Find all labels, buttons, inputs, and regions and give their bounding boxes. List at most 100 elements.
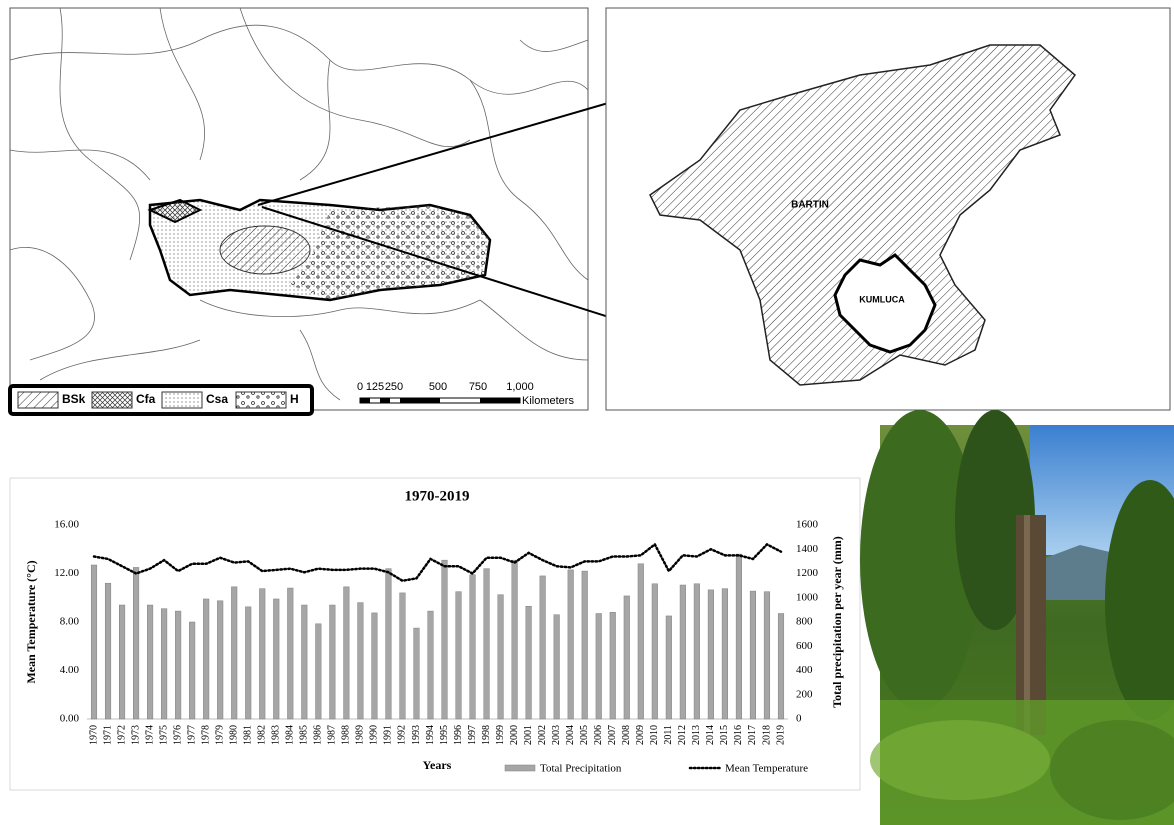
- x-tick-label: 1991: [383, 725, 394, 745]
- bar: [680, 585, 686, 719]
- bar: [540, 576, 546, 719]
- bar: [554, 615, 560, 719]
- bar: [708, 590, 714, 719]
- x-tick-label: 2002: [537, 725, 548, 745]
- x-tick-label: 1971: [102, 725, 113, 745]
- scale-label: 1,000: [506, 381, 534, 393]
- x-tick-label: 1976: [172, 725, 183, 745]
- x-tick-label: 2011: [663, 725, 674, 745]
- scale-unit: Kilometers: [522, 395, 574, 407]
- x-tick-label: 2004: [565, 725, 576, 745]
- y2-tick-label: 1000: [796, 591, 819, 603]
- bar: [596, 614, 602, 719]
- x-tick-label: 1970: [88, 725, 99, 745]
- x-tick-label: 1977: [186, 725, 197, 745]
- y-tick-label: 8.00: [60, 616, 80, 628]
- x-tick-label: 1995: [439, 725, 450, 745]
- legend-label: Csa: [206, 392, 228, 406]
- x-tick-label: 1973: [130, 725, 141, 745]
- bar: [666, 616, 672, 719]
- x-tick-label: 1992: [397, 725, 408, 745]
- x-tick-label: 2006: [593, 725, 604, 745]
- x-tick-label: 2008: [621, 725, 632, 745]
- x-tick-label: 1984: [285, 725, 296, 745]
- legend-swatch: [505, 765, 535, 771]
- x-tick-label: 1990: [369, 725, 380, 745]
- bar: [175, 611, 181, 719]
- bar: [245, 607, 251, 719]
- x-tick-label: 2005: [579, 725, 590, 745]
- scale-label: 125: [366, 381, 384, 393]
- bar: [638, 564, 644, 719]
- bar: [736, 554, 742, 719]
- bar: [161, 609, 167, 719]
- y2-tick-label: 0: [796, 713, 802, 725]
- legend-label: Mean Temperature: [725, 763, 808, 775]
- bar: [400, 593, 406, 719]
- bar: [624, 596, 630, 719]
- bar: [568, 570, 574, 719]
- legend-label: Total Precipitation: [540, 763, 622, 775]
- x-tick-label: 1989: [355, 725, 366, 745]
- bar: [512, 560, 518, 719]
- x-tick-label: 1974: [144, 725, 155, 745]
- x-tick-label: 1997: [467, 725, 478, 745]
- bar: [470, 575, 476, 719]
- x-tick-label: 1985: [299, 725, 310, 745]
- bar: [217, 601, 223, 719]
- x-tick-label: 2010: [649, 725, 660, 745]
- x-tick-label: 2013: [691, 725, 702, 745]
- x-tick-label: 1998: [481, 725, 492, 745]
- x-tick-label: 2003: [551, 725, 562, 745]
- region-label: KUMLUCA: [859, 294, 905, 304]
- x-tick-label: 1994: [425, 725, 436, 745]
- x-tick-label: 1980: [229, 725, 240, 745]
- y-tick-label: 12.00: [54, 567, 79, 579]
- bar: [273, 599, 279, 719]
- bar: [330, 605, 336, 719]
- bar: [652, 584, 658, 719]
- y-tick-label: 4.00: [60, 664, 80, 676]
- bar: [147, 605, 153, 719]
- bar: [105, 583, 111, 719]
- x-tick-label: 2018: [761, 725, 772, 745]
- bartin-map: BARTIN KUMLUCA: [606, 8, 1170, 410]
- x-tick-label: 1988: [341, 725, 352, 745]
- bar: [302, 605, 308, 719]
- x-tick-label: 1999: [495, 725, 506, 745]
- x-tick-label: 2000: [509, 725, 520, 745]
- x-tick-label: 1996: [453, 725, 464, 745]
- forest-photo: [860, 410, 1174, 825]
- scale-label: 0: [357, 381, 363, 393]
- x-tick-label: 1987: [327, 725, 338, 745]
- x-tick-label: 1979: [214, 725, 225, 745]
- y2-tick-label: 1400: [796, 543, 819, 555]
- y2-tick-label: 200: [796, 688, 813, 700]
- x-tick-label: 2001: [523, 725, 534, 745]
- x-tick-label: 1978: [200, 725, 211, 745]
- legend-label: Cfa: [136, 392, 156, 406]
- figure: BSk Cfa Csa H 0 125 250 500 750 1,000 Ki…: [0, 0, 1174, 825]
- bar: [386, 569, 392, 719]
- bar: [203, 599, 209, 719]
- x-tick-label: 1975: [158, 725, 169, 745]
- bar: [372, 613, 378, 719]
- x-tick-label: 2007: [607, 725, 618, 745]
- bar: [414, 628, 420, 719]
- x-axis-title: Years: [423, 758, 452, 772]
- y2-tick-label: 1600: [796, 519, 819, 531]
- bar: [287, 588, 293, 719]
- x-tick-label: 2012: [677, 725, 688, 745]
- legend-label: H: [290, 392, 299, 406]
- bar: [344, 587, 350, 719]
- x-tick-label: 2016: [733, 725, 744, 745]
- y-axis-title: Mean Temperature (°C): [24, 560, 38, 683]
- bar: [119, 605, 125, 719]
- chart-title: 1970-2019: [405, 488, 470, 504]
- bar: [316, 624, 322, 719]
- x-tick-label: 1983: [271, 725, 282, 745]
- y-tick-label: 0.00: [60, 713, 80, 725]
- scale-label: 750: [469, 381, 487, 393]
- bar: [456, 592, 462, 719]
- y2-tick-label: 600: [796, 640, 813, 652]
